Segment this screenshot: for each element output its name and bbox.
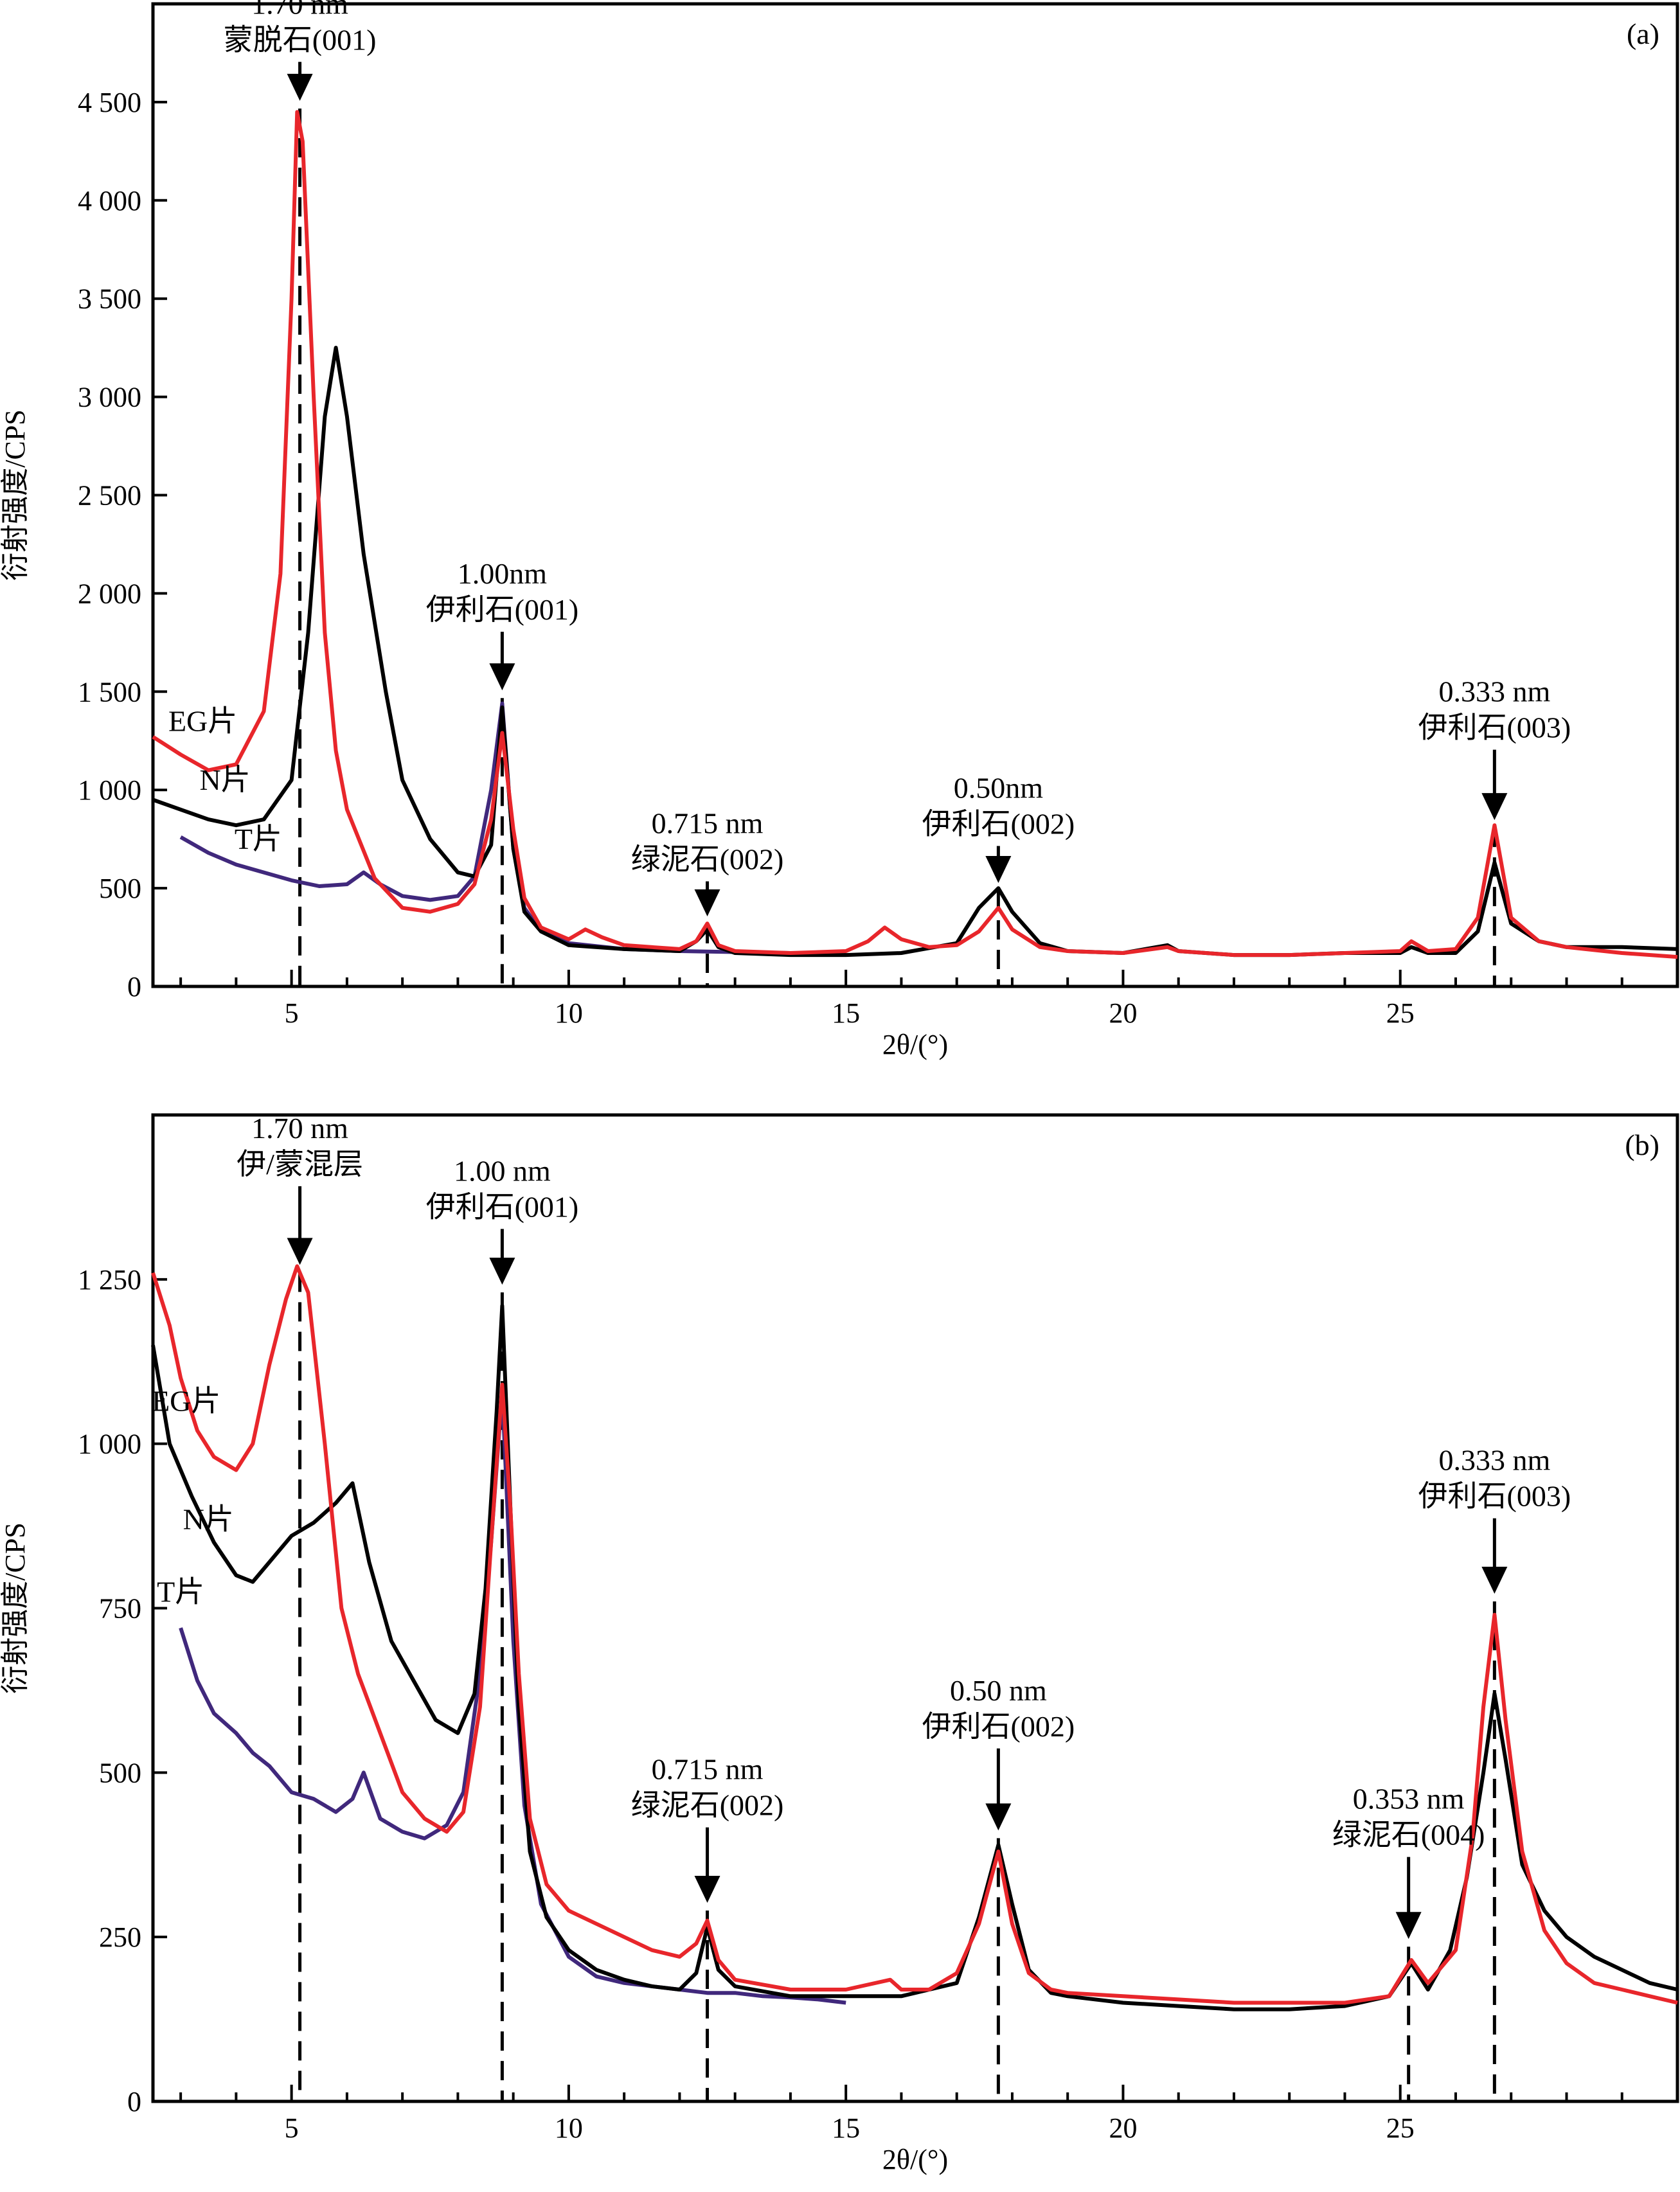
x-axis-title: 2θ/(°): [882, 2144, 948, 2175]
y-axis-title: 衍射强度/CPS: [0, 1522, 31, 1694]
series-label: T片: [157, 1575, 204, 1608]
peak-annotation-mineral: 伊利石(001): [426, 593, 579, 626]
peak-annotation-mineral: 伊利石(003): [1418, 1480, 1571, 1513]
peak-arrow-head: [489, 663, 515, 691]
peak-arrow-head: [985, 855, 1012, 883]
y-tick-label: 1 000: [78, 1429, 141, 1460]
series-label: N片: [183, 1503, 234, 1536]
y-tick-label: 500: [99, 1757, 141, 1788]
peak-annotation-spacing: 1.00 nm: [454, 1154, 551, 1187]
peak-annotation-spacing: 0.353 nm: [1353, 1783, 1465, 1815]
panel-b-chart: 0 250 500 750 1 000 1 250 5 10 15 20 25 2θ/(°) 衍射强度/…: [0, 1112, 1679, 2175]
x-tick-label: 10: [555, 997, 583, 1029]
peak-arrow-head: [287, 73, 313, 101]
peak-annotation-spacing: 0.50nm: [954, 771, 1044, 804]
peak-annotation-mineral: 绿泥石(002): [631, 1789, 784, 1822]
x-tick-label: 15: [832, 2112, 860, 2144]
peak-annotation-mineral: 伊/蒙混层: [237, 1148, 363, 1181]
series-label: EG片: [152, 1385, 220, 1418]
y-tick-label: 0: [127, 971, 141, 1002]
panel-label: (a): [1627, 17, 1659, 50]
y-axis-title: 衍射强度/CPS: [0, 409, 31, 581]
x-tick-label: 25: [1386, 2112, 1415, 2144]
x-tick-label: 20: [1109, 997, 1137, 1029]
peak-arrow-head: [489, 1258, 515, 1285]
panel-a-chart: 0 500 1 000 1 500 2 000 2 500 3 000 3 500 4 000 4…: [0, 0, 1679, 1060]
plot-frame: [151, 2, 1679, 988]
peak-annotation-mineral: 蒙脱石(001): [224, 23, 377, 56]
y-tick-label: 750: [99, 1593, 141, 1625]
series-line-t: [179, 1389, 846, 2005]
y-tick-label: 1 500: [78, 676, 141, 708]
panel-label: (b): [1625, 1128, 1659, 1161]
y-tick-label: 4 000: [78, 185, 141, 217]
y-tick-label: 3 000: [78, 382, 141, 413]
series-line-n: [152, 346, 1678, 958]
series-line-n: [151, 1303, 1678, 2011]
peak-annotation-mineral: 伊利石(002): [922, 807, 1075, 840]
x-tick-label: 5: [285, 997, 299, 1029]
y-tick-label: 4 500: [78, 87, 141, 118]
y-tick-label: 1 250: [78, 1264, 141, 1296]
x-tick-label: 10: [555, 2112, 583, 2144]
y-tick-label: 2 000: [78, 578, 141, 609]
x-tick-label: 15: [832, 997, 860, 1029]
peak-arrow-head: [694, 1876, 720, 1903]
peak-annotation-spacing: 0.333 nm: [1438, 1444, 1550, 1477]
peak-arrow-head: [694, 889, 720, 916]
peak-annotation-mineral: 绿泥石(004): [1332, 1819, 1485, 1851]
peak-annotation-spacing: 1.70 nm: [251, 1112, 348, 1145]
x-tick-label: 5: [285, 2112, 299, 2144]
peak-annotation-spacing: 0.50 nm: [950, 1674, 1047, 1707]
peak-annotation-spacing: 0.715 nm: [652, 1753, 764, 1786]
peak-arrow-head: [287, 1238, 313, 1265]
y-tick-label: 1 000: [78, 774, 141, 806]
peak-arrow-head: [1481, 793, 1508, 821]
peak-annotation-mineral: 绿泥石(002): [631, 842, 784, 875]
peak-annotation-spacing: 0.715 nm: [652, 806, 764, 839]
peak-annotation-spacing: 1.70 nm: [251, 0, 348, 20]
y-tick-label: 2 500: [78, 480, 141, 512]
y-tick-label: 250: [99, 1921, 141, 1953]
y-tick-label: 3 500: [78, 283, 141, 315]
x-tick-label: 25: [1386, 997, 1415, 1029]
series-label: N片: [200, 763, 251, 796]
peak-arrow-head: [985, 1803, 1012, 1831]
series-label: EG片: [168, 704, 237, 737]
series-label: T片: [235, 823, 282, 855]
peak-annotation-mineral: 伊利石(002): [922, 1710, 1075, 1743]
x-tick-label: 20: [1109, 2112, 1137, 2144]
y-tick-label: 500: [99, 873, 141, 904]
y-tick-label: 0: [127, 2086, 141, 2117]
peak-annotation-spacing: 1.00nm: [458, 557, 548, 590]
x-axis-title: 2θ/(°): [882, 1029, 948, 1060]
peak-annotation-spacing: 0.333 nm: [1438, 675, 1550, 708]
peak-annotation-mineral: 伊利石(003): [1418, 711, 1571, 744]
peak-arrow-head: [1395, 1912, 1422, 1939]
series-line-eg: [152, 110, 1678, 959]
peak-annotation-mineral: 伊利石(001): [426, 1190, 579, 1223]
series-line-eg: [151, 1264, 1678, 2005]
peak-arrow-head: [1481, 1567, 1508, 1594]
